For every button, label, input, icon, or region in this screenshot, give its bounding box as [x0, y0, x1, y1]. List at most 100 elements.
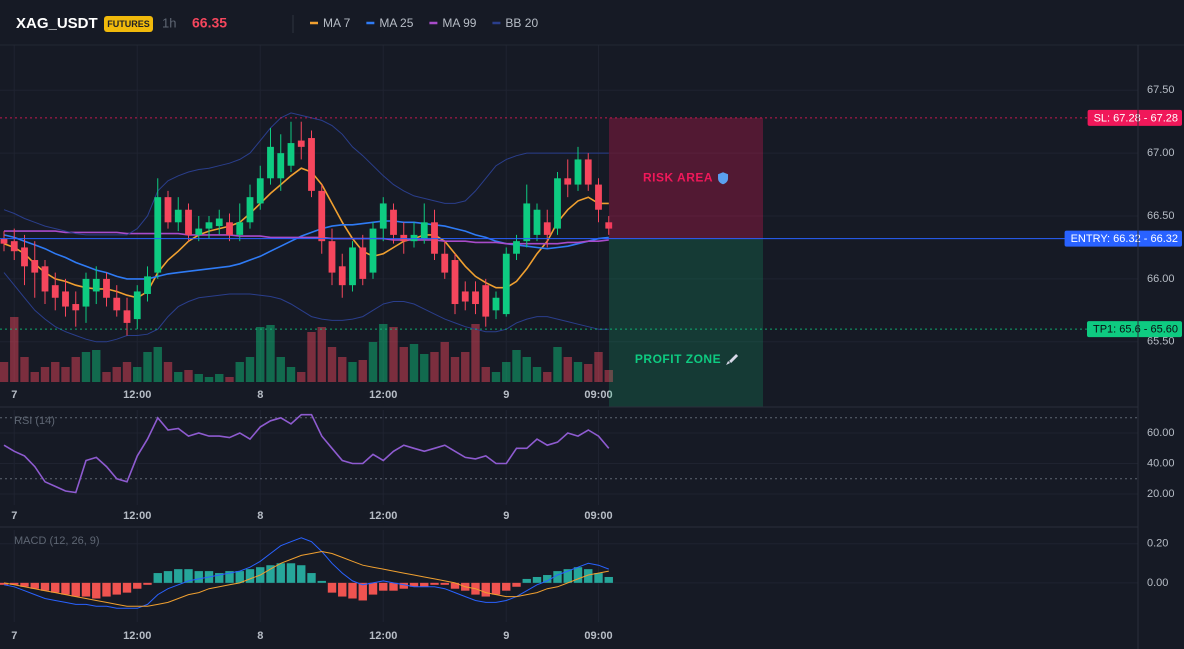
volume-bar: [112, 367, 121, 382]
histogram-bar: [502, 582, 511, 591]
y-tick-label: 20.00: [1147, 488, 1175, 500]
candle-body: [390, 209, 397, 235]
chart-layers: 67.50 67.00 66.50 66.00 65.50 7 12:00 8 12:00 9 09…: [0, 45, 1182, 642]
volume-bar: [430, 352, 439, 382]
candle-body: [123, 310, 131, 323]
volume-bar: [338, 357, 347, 382]
candle-body: [164, 197, 172, 223]
candle-body: [513, 241, 520, 254]
candle-body: [349, 247, 356, 286]
shield-icon: [718, 172, 729, 185]
indicator-line: [4, 230, 609, 245]
volume-bar: [399, 347, 408, 382]
histogram-bar: [440, 582, 449, 585]
histogram-bar: [112, 582, 121, 595]
volume-bar: [133, 367, 142, 382]
candle-body: [584, 159, 592, 185]
candle-body: [215, 218, 223, 227]
candle-body: [133, 291, 141, 320]
candle-body: [574, 159, 582, 185]
indicator-line: [3, 272, 609, 343]
level-label: TP1: 65.6 - 65.60: [1093, 324, 1178, 336]
histogram-bar: [71, 582, 80, 597]
volume-bar: [297, 372, 306, 382]
volume-bar: [317, 327, 326, 382]
volume-bar: [71, 357, 80, 382]
volume-bar: [307, 332, 316, 382]
candle-body: [92, 278, 100, 292]
volume-bar: [368, 342, 378, 382]
histogram-bar: [276, 563, 285, 583]
volume-bar: [573, 362, 583, 382]
candle-body: [482, 285, 490, 317]
x-tick-label: 8: [257, 389, 263, 401]
histogram-bar: [184, 569, 193, 583]
candle-body: [144, 276, 151, 294]
candle-body: [461, 291, 469, 302]
candle-body: [82, 278, 90, 307]
legend: MA 7 MA 25 MA 99 BB 20: [310, 16, 538, 30]
candle-body: [10, 241, 18, 252]
interval: 1h: [162, 15, 176, 30]
candle-body: [72, 304, 80, 311]
candle-body: [205, 222, 213, 229]
volume-bar: [543, 372, 552, 382]
x-tick-label: 12:00: [123, 630, 151, 642]
volume-bar: [276, 357, 285, 382]
candle-body: [533, 209, 541, 235]
candle-body: [410, 234, 418, 242]
y-tick-label: 60.00: [1147, 427, 1175, 439]
volume-bar: [553, 347, 562, 382]
volume-bar: [153, 347, 162, 382]
histogram-bar: [584, 569, 593, 583]
histogram-bar: [266, 565, 275, 583]
histogram-bar: [491, 582, 501, 595]
histogram-bar: [30, 582, 39, 589]
y-tick-label: 40.00: [1147, 457, 1175, 469]
histogram-bar: [174, 569, 183, 583]
signal-line: [3, 550, 609, 607]
x-tick-label: 7: [11, 389, 17, 401]
volume-bar: [143, 352, 152, 382]
volume-bar: [604, 370, 613, 382]
last-price: 66.35: [192, 15, 227, 31]
candle-body: [308, 138, 315, 191]
candle-body: [287, 143, 295, 166]
x-tick-label: 12:00: [123, 510, 151, 522]
y-tick-label: 66.50: [1147, 210, 1175, 222]
histogram-bar: [399, 582, 408, 589]
volume-bar: [235, 362, 244, 382]
volume-bar: [491, 372, 501, 382]
histogram-bar: [543, 575, 552, 583]
candle-body: [103, 278, 110, 298]
legend-label: BB 20: [505, 16, 538, 30]
volume-bar: [522, 357, 531, 382]
zone: [609, 117, 763, 239]
badge-box: [104, 16, 153, 32]
candle-body: [595, 184, 602, 210]
histogram-bar: [10, 582, 19, 585]
pane-title: MACD (12, 26, 9): [14, 535, 100, 547]
candle-body: [62, 291, 69, 307]
histogram-bar: [327, 582, 337, 593]
x-tick-label: 9: [503, 510, 509, 522]
x-tick-label: 7: [11, 510, 17, 522]
histogram-bar: [348, 582, 357, 599]
volume-bar: [563, 357, 572, 382]
histogram-bar: [573, 567, 583, 583]
candle-body: [441, 253, 449, 273]
legend-label: MA 7: [323, 16, 351, 30]
macd-line: [3, 537, 609, 609]
level-box: [1087, 109, 1182, 126]
candle-body: [21, 247, 28, 267]
histogram-bar: [481, 582, 490, 597]
volume-bar: [266, 325, 275, 382]
volume-bar: [420, 354, 429, 382]
candle-body: [31, 260, 39, 273]
volume-bar: [481, 367, 490, 382]
badge: FUTURES: [107, 19, 150, 29]
symbol: XAG_USDT: [16, 15, 98, 32]
histogram-bar: [420, 582, 429, 587]
rocket-icon: [726, 354, 739, 365]
candle-body: [226, 222, 233, 235]
